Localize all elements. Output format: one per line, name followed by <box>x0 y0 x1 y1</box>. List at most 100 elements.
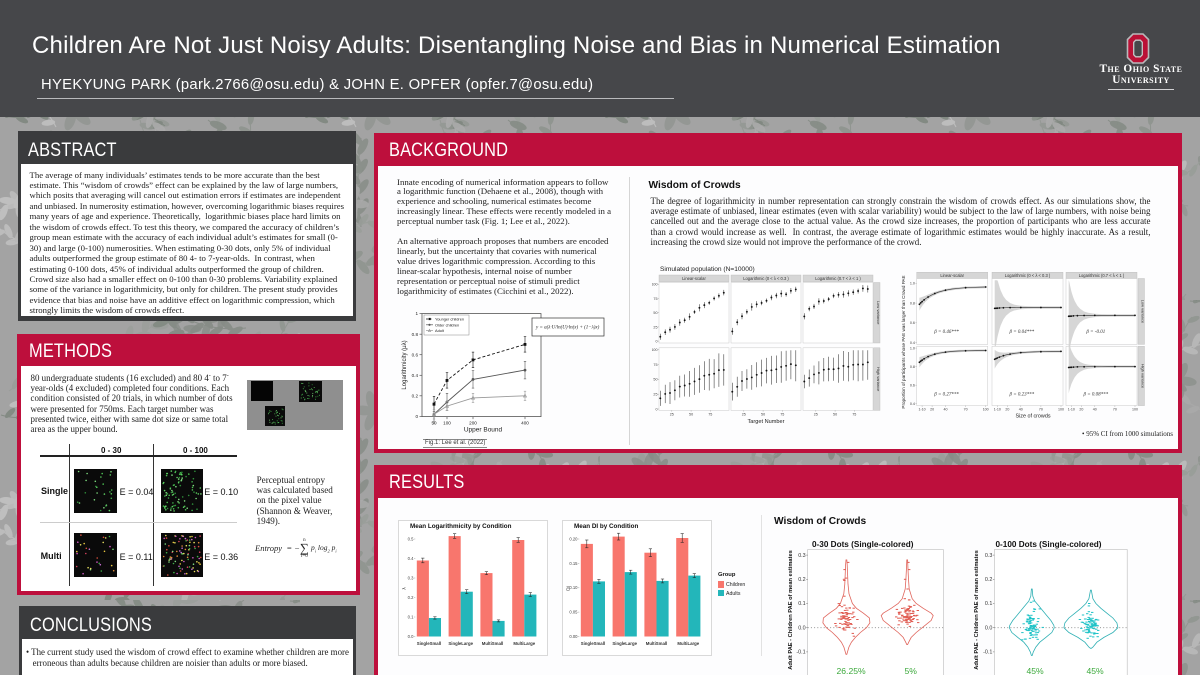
svg-text:25: 25 <box>653 325 657 329</box>
svg-text:0.3: 0.3 <box>985 553 993 559</box>
svg-text:MultiSmall: MultiSmall <box>646 641 668 646</box>
svg-text:100: 100 <box>443 421 451 426</box>
svg-text:β = 0.27***: β = 0.27*** <box>933 393 959 398</box>
svg-text:High variance: High variance <box>1141 364 1146 389</box>
svg-text:50: 50 <box>689 413 693 417</box>
svg-text:Size of crowds: Size of crowds <box>1015 414 1050 420</box>
svg-text:1: 1 <box>415 311 418 316</box>
svg-text:0.4: 0.4 <box>412 373 419 378</box>
svg-text:λ: λ <box>402 586 407 589</box>
svg-text:0.4: 0.4 <box>910 402 915 406</box>
svg-text:0.1: 0.1 <box>985 601 993 607</box>
svg-text:Logarithmicity (μλ): Logarithmicity (μλ) <box>402 340 408 389</box>
svg-text:Low variance: Low variance <box>876 301 881 325</box>
svg-text:0.05: 0.05 <box>569 609 578 614</box>
svg-text:β = 0.23***: β = 0.23*** <box>1009 393 1035 398</box>
svg-text:-0.1: -0.1 <box>983 650 992 656</box>
svg-text:0: 0 <box>655 407 657 411</box>
svg-text:70: 70 <box>964 408 968 412</box>
svg-text:75: 75 <box>708 413 712 417</box>
svg-text:0.3: 0.3 <box>408 575 414 580</box>
svg-text:0.0: 0.0 <box>408 634 414 639</box>
svg-text:MultiLarge: MultiLarge <box>677 641 699 646</box>
svg-text:20: 20 <box>1079 408 1083 412</box>
svg-text:50: 50 <box>653 311 657 315</box>
svg-text:0.2: 0.2 <box>985 577 993 583</box>
svg-text:1.0: 1.0 <box>910 282 915 286</box>
svg-text:0.2: 0.2 <box>412 393 419 398</box>
svg-text:1-10: 1-10 <box>1068 408 1075 412</box>
svg-text:MultiSmall: MultiSmall <box>482 641 504 646</box>
svg-text:50: 50 <box>833 413 837 417</box>
svg-text:Older children: Older children <box>435 322 459 327</box>
svg-text:β = 0.46***: β = 0.46*** <box>933 330 959 335</box>
svg-text:75: 75 <box>653 363 657 367</box>
svg-text:Target Number: Target Number <box>748 419 785 425</box>
svg-text:Linear-scalar: Linear-scalar <box>682 276 706 281</box>
svg-text:0.1: 0.1 <box>408 614 414 619</box>
svg-text:40: 40 <box>1093 408 1097 412</box>
svg-text:0: 0 <box>655 340 657 344</box>
svg-text:100: 100 <box>983 408 989 412</box>
svg-text:75: 75 <box>852 413 856 417</box>
svg-text:MultiLarge: MultiLarge <box>513 641 535 646</box>
svg-text:0.8: 0.8 <box>910 365 915 369</box>
svg-text:100: 100 <box>1132 408 1138 412</box>
svg-text:0.8: 0.8 <box>910 301 915 305</box>
svg-text:0.3: 0.3 <box>798 553 806 559</box>
svg-text:100: 100 <box>652 348 658 352</box>
svg-text:100: 100 <box>652 283 658 287</box>
svg-text:SingleSmall: SingleSmall <box>417 641 441 646</box>
svg-text:0.15: 0.15 <box>569 560 578 565</box>
svg-text:20: 20 <box>930 408 934 412</box>
svg-text:DI: DI <box>566 586 571 591</box>
svg-text:0.2: 0.2 <box>798 577 806 583</box>
svg-text:20: 20 <box>1005 408 1009 412</box>
svg-text:40: 40 <box>944 408 948 412</box>
svg-text:Low variance: Low variance <box>1141 300 1146 324</box>
svg-text:75: 75 <box>780 413 784 417</box>
svg-text:SingleSmall: SingleSmall <box>581 641 605 646</box>
svg-text:1.0: 1.0 <box>910 346 915 350</box>
svg-text:0.10: 0.10 <box>569 585 578 590</box>
svg-text:1-10: 1-10 <box>994 408 1001 412</box>
svg-text:0.2: 0.2 <box>408 595 414 600</box>
svg-text:1-10: 1-10 <box>918 408 925 412</box>
svg-text:High variance: High variance <box>876 367 881 392</box>
svg-text:25: 25 <box>742 413 746 417</box>
svg-text:Logarithmic (0 < λ < 0.3 ): Logarithmic (0 < λ < 0.3 ) <box>743 276 789 281</box>
svg-text:0.1: 0.1 <box>798 601 806 607</box>
svg-text:Proportion of participants who: Proportion of participants whose PAE was… <box>901 275 906 408</box>
svg-text:Linear-scalar: Linear-scalar <box>940 273 964 278</box>
svg-text:0.8: 0.8 <box>412 332 419 337</box>
svg-text:0.5: 0.5 <box>408 536 414 541</box>
svg-text:0.6: 0.6 <box>412 352 419 357</box>
svg-text:Adult: Adult <box>435 328 445 333</box>
svg-text:β = 0.08***: β = 0.08*** <box>1083 393 1109 398</box>
svg-text:β = -0.01: β = -0.01 <box>1085 330 1105 335</box>
svg-text:40: 40 <box>1019 408 1023 412</box>
svg-text:0.6: 0.6 <box>910 321 915 325</box>
svg-text:0.6: 0.6 <box>910 384 915 388</box>
svg-text:0.0: 0.0 <box>985 625 993 631</box>
svg-text:Simulated population (N=10000): Simulated population (N=10000) <box>660 266 755 273</box>
svg-text:400: 400 <box>521 421 529 426</box>
svg-text:Upper Bound: Upper Bound <box>464 427 503 434</box>
svg-text:Logarithmic (0.7 < λ < 1 ): Logarithmic (0.7 < λ < 1 ) <box>1079 273 1125 278</box>
svg-text:25: 25 <box>814 413 818 417</box>
svg-text:SingleLarge: SingleLarge <box>612 641 637 646</box>
svg-text:25: 25 <box>653 393 657 397</box>
svg-text:75: 75 <box>653 297 657 301</box>
svg-text:200: 200 <box>469 421 477 426</box>
svg-text:-0.1: -0.1 <box>796 650 805 656</box>
svg-text:0: 0 <box>415 414 418 419</box>
svg-text:0.00: 0.00 <box>569 634 578 639</box>
svg-text:Logarithmic (0.7 < λ < 1 ): Logarithmic (0.7 < λ < 1 ) <box>815 276 861 281</box>
svg-text:0.0: 0.0 <box>798 625 806 631</box>
svg-text:50: 50 <box>653 378 657 382</box>
svg-text:70: 70 <box>1113 408 1117 412</box>
svg-text:100: 100 <box>1058 408 1064 412</box>
svg-text:70: 70 <box>1039 408 1043 412</box>
svg-text:SingleLarge: SingleLarge <box>448 641 473 646</box>
svg-text:y = a(λ·U/ln(U)·ln(x) + (1−λ)x: y = a(λ·U/ln(U)·ln(x) + (1−λ)x) <box>535 326 600 331</box>
